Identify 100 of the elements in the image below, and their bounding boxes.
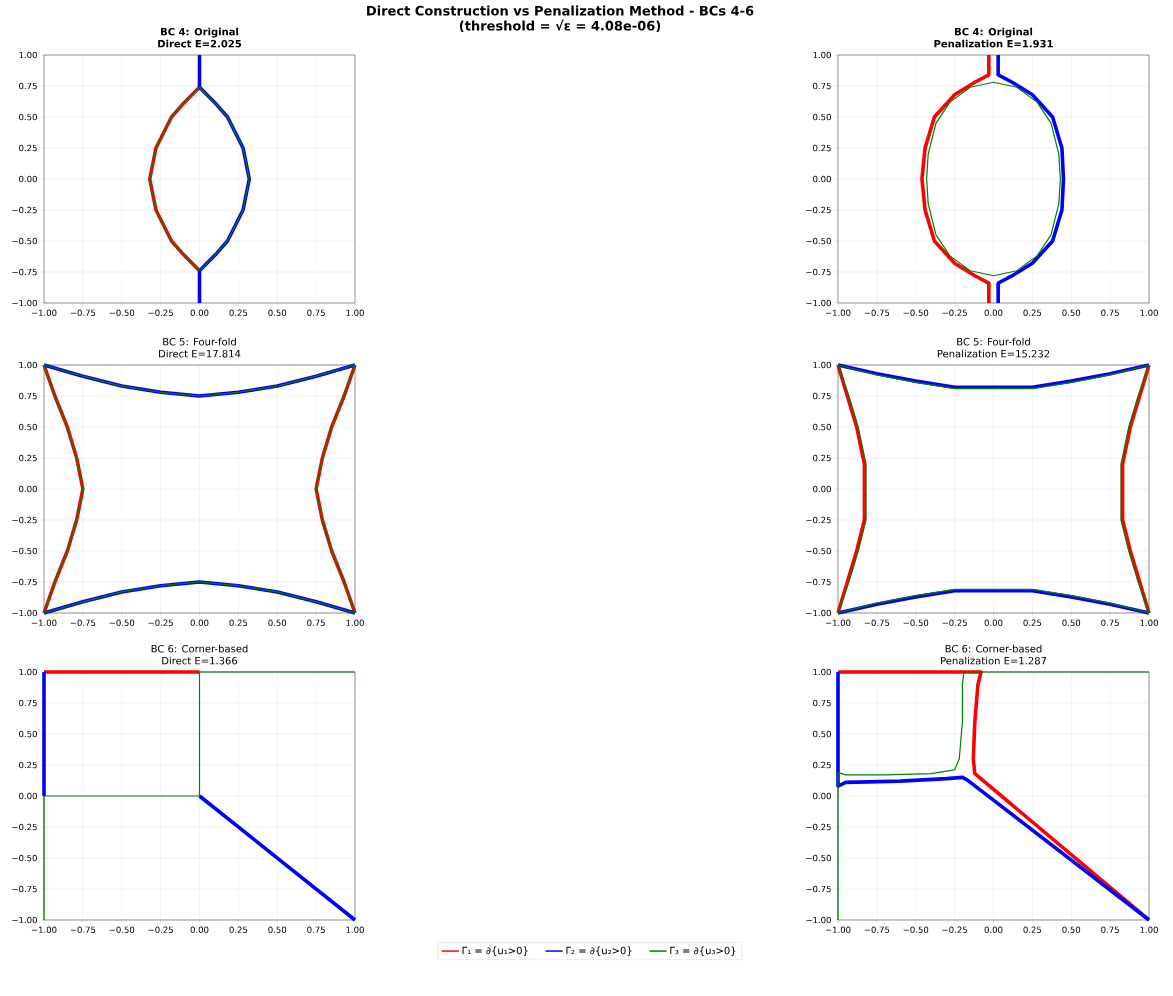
y-tick-label: 1.00 bbox=[19, 51, 37, 59]
x-tick-label: 0.50 bbox=[1062, 619, 1081, 626]
chart-subtitle: Penalization E=1.931 bbox=[934, 39, 1053, 48]
y-tick-label: −0.75 bbox=[12, 885, 37, 893]
x-tick-label: 0.50 bbox=[268, 309, 287, 316]
x-tick-label: 0.50 bbox=[268, 619, 287, 626]
x-tick-label: 0.00 bbox=[984, 619, 1003, 626]
x-tick-label: 0.75 bbox=[1101, 619, 1119, 626]
y-tick-label: 1.00 bbox=[813, 668, 831, 676]
x-tick-label: 0.00 bbox=[190, 926, 209, 933]
y-tick-label: −0.25 bbox=[806, 206, 831, 214]
x-tick-label: −0.50 bbox=[109, 309, 135, 316]
y-tick-label: 0.75 bbox=[19, 392, 37, 400]
x-tick-label: 1.00 bbox=[346, 309, 364, 316]
x-tick-label: −1.00 bbox=[31, 619, 57, 626]
y-tick-label: −0.25 bbox=[806, 823, 831, 831]
y-tick-label: −0.75 bbox=[806, 885, 831, 893]
y-tick-label: −1.00 bbox=[806, 299, 831, 307]
y-tick-label: −0.50 bbox=[12, 854, 37, 862]
x-tick-label: 1.00 bbox=[1140, 926, 1158, 933]
y-tick-label: 0.75 bbox=[19, 82, 37, 90]
x-tick-label: 1.00 bbox=[346, 619, 364, 626]
x-tick-label: 0.25 bbox=[1023, 619, 1042, 626]
legend-label: Γ₂ = ∂{u₂>0} bbox=[566, 946, 632, 956]
y-tick-label: −0.75 bbox=[806, 268, 831, 276]
legend-label: Γ₁ = ∂{u₁>0} bbox=[462, 946, 528, 956]
x-tick-label: −0.50 bbox=[903, 926, 929, 933]
y-tick-label: 0.25 bbox=[813, 761, 831, 769]
y-tick-label: 1.00 bbox=[19, 668, 37, 676]
y-tick-label: −1.00 bbox=[12, 609, 37, 617]
x-tick-label: 0.25 bbox=[229, 619, 248, 626]
legend-label: Γ₃ = ∂{u₃>0} bbox=[670, 946, 736, 956]
y-tick-label: −0.50 bbox=[806, 854, 831, 862]
x-tick-label: 1.00 bbox=[1140, 619, 1158, 626]
x-tick-label: −0.50 bbox=[903, 619, 929, 626]
x-tick-label: 0.00 bbox=[984, 926, 1003, 933]
x-tick-label: 1.00 bbox=[1140, 309, 1158, 316]
x-tick-label: −0.50 bbox=[109, 619, 135, 626]
y-tick-label: −0.25 bbox=[12, 206, 37, 214]
y-tick-label: −0.75 bbox=[806, 578, 831, 586]
y-tick-label: −0.25 bbox=[806, 516, 831, 524]
x-tick-label: −1.00 bbox=[31, 926, 57, 933]
x-tick-label: −0.75 bbox=[864, 619, 890, 626]
x-tick-label: 0.50 bbox=[268, 926, 287, 933]
y-tick-label: 0.25 bbox=[19, 454, 37, 462]
y-tick-label: −0.25 bbox=[12, 516, 37, 524]
x-tick-label: −0.25 bbox=[148, 619, 173, 626]
y-tick-label: 0.50 bbox=[19, 113, 37, 121]
chart-title: BC 4: Original bbox=[161, 27, 239, 38]
x-tick-label: 0.50 bbox=[1062, 926, 1081, 933]
y-tick-label: 0.75 bbox=[813, 699, 831, 707]
x-tick-label: 0.75 bbox=[307, 619, 325, 626]
x-tick-label: 0.75 bbox=[1101, 926, 1119, 933]
x-tick-label: −1.00 bbox=[825, 309, 851, 316]
y-tick-label: −0.50 bbox=[806, 237, 831, 245]
x-tick-label: −0.75 bbox=[70, 309, 96, 316]
y-tick-label: 0.50 bbox=[19, 730, 37, 738]
y-tick-label: 0.00 bbox=[19, 175, 37, 183]
y-tick-label: −0.25 bbox=[12, 823, 37, 831]
x-tick-label: 0.25 bbox=[1023, 309, 1042, 316]
x-tick-label: −0.50 bbox=[903, 309, 929, 316]
chart-title: BC 5: Four-fold bbox=[163, 337, 236, 346]
chart-subtitle: Direct E=2.025 bbox=[158, 39, 242, 48]
chart-subtitle: Penalization E=15.232 bbox=[937, 349, 1050, 358]
y-tick-label: −1.00 bbox=[12, 916, 37, 924]
y-tick-label: 0.50 bbox=[813, 730, 831, 738]
chart-title: BC 6: Corner-based bbox=[151, 644, 248, 653]
y-tick-label: 1.00 bbox=[813, 361, 831, 369]
x-tick-label: −0.25 bbox=[148, 926, 173, 933]
x-tick-label: 0.50 bbox=[1062, 309, 1081, 316]
chart-subtitle: Direct E=1.366 bbox=[162, 656, 238, 665]
x-tick-label: 1.00 bbox=[346, 926, 364, 933]
y-tick-label: 0.50 bbox=[19, 423, 37, 431]
x-tick-label: 0.75 bbox=[1101, 309, 1119, 316]
y-tick-label: 0.00 bbox=[813, 792, 831, 800]
x-tick-label: −0.25 bbox=[942, 926, 967, 933]
x-tick-label: 0.00 bbox=[190, 619, 209, 626]
chart-subtitle: Direct E=17.814 bbox=[159, 349, 241, 358]
y-tick-label: 0.50 bbox=[813, 423, 831, 431]
x-tick-label: 0.00 bbox=[984, 309, 1003, 316]
x-tick-label: −0.75 bbox=[70, 926, 96, 933]
y-tick-label: −1.00 bbox=[806, 916, 831, 924]
y-tick-label: 0.75 bbox=[813, 82, 831, 90]
x-tick-label: −0.75 bbox=[70, 619, 96, 626]
x-tick-label: −0.25 bbox=[942, 619, 967, 626]
x-tick-label: 0.75 bbox=[307, 926, 325, 933]
y-tick-label: 0.00 bbox=[19, 485, 37, 493]
x-tick-label: −0.75 bbox=[864, 309, 890, 316]
x-tick-label: 0.75 bbox=[307, 309, 325, 316]
x-tick-label: −0.50 bbox=[109, 926, 135, 933]
y-tick-label: −0.75 bbox=[12, 578, 37, 586]
chart-title: BC 6: Corner-based bbox=[945, 644, 1042, 653]
y-tick-label: 1.00 bbox=[813, 51, 831, 59]
y-tick-label: 0.00 bbox=[813, 485, 831, 493]
y-tick-label: −0.50 bbox=[12, 237, 37, 245]
x-tick-label: −1.00 bbox=[825, 619, 851, 626]
x-tick-label: −1.00 bbox=[31, 309, 57, 316]
y-tick-label: −0.75 bbox=[12, 268, 37, 276]
y-tick-label: 0.25 bbox=[813, 144, 831, 152]
y-tick-label: 0.00 bbox=[19, 792, 37, 800]
